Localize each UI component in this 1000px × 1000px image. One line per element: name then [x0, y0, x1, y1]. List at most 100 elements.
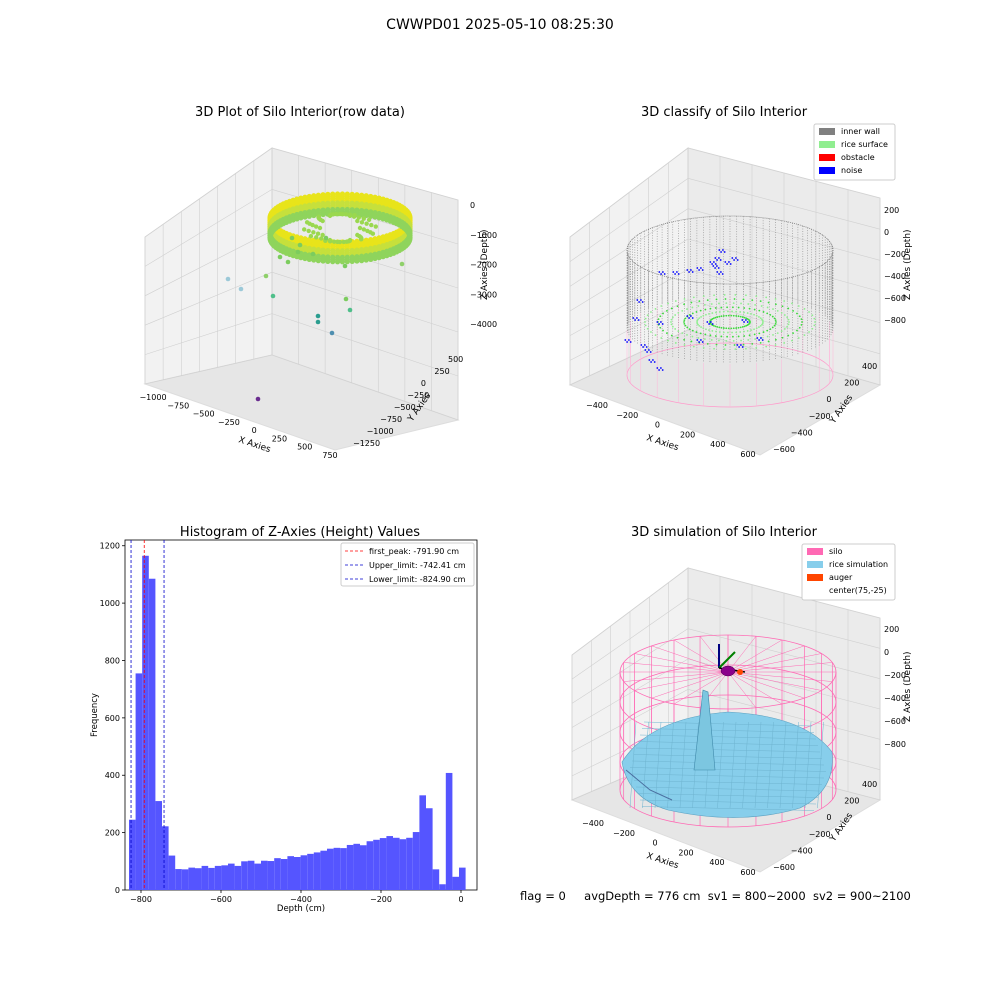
classify-rice-point: [759, 317, 762, 320]
grid-line: [687, 598, 881, 649]
classify-rice-point: [702, 346, 705, 349]
classify-rice-point: [745, 294, 747, 297]
classify-rice-point: [758, 326, 760, 328]
classify-noise-point: [662, 271, 664, 273]
raw-ring-point: [306, 213, 312, 219]
raw-outlier-point: [289, 235, 295, 241]
classify-rice-point: [760, 305, 763, 307]
classify-rice-point: [688, 328, 691, 330]
classify-noise-point: [661, 369, 664, 371]
classify-noise-point: [661, 323, 664, 325]
simulation-3d-title: 3D simulation of Silo Interior: [631, 525, 818, 540]
raw-y-ticks: −1250 −1000 −750 −500 −250 0 250 500: [353, 355, 463, 448]
classify-rice-point: [788, 321, 790, 323]
simulation-z-tick-label: 0: [884, 648, 889, 657]
classify-noise-point: [644, 349, 647, 351]
raw-ring-point: [369, 222, 374, 228]
classify-rice-point: [657, 318, 660, 321]
raw-ring-point: [351, 214, 357, 219]
classify-rice-point: [698, 300, 701, 303]
classify-legend: inner wall rice surface obstacle noise: [813, 123, 896, 181]
classify-rice-point: [746, 330, 749, 332]
silo-top-spoke: [727, 653, 822, 673]
raw-y-tick-label: 500: [448, 355, 463, 364]
histogram-bar: [135, 673, 143, 890]
rice-mesh-line: [754, 721, 762, 809]
raw-ring-point: [316, 214, 322, 219]
classify-rice-point: [683, 303, 686, 306]
legend-silo: silo: [829, 547, 843, 556]
classify-rice-point: [646, 327, 649, 330]
classify-rice-point: [722, 327, 725, 329]
classify-rice-point: [666, 332, 668, 334]
raw-x-tick-label: −500: [193, 410, 215, 419]
histogram-bar: [162, 826, 169, 890]
classify-rice-point: [700, 326, 702, 328]
raw-ring-point: [335, 239, 340, 245]
histogram-bar: [221, 865, 228, 890]
status-avg-depth: avgDepth = 776 cm: [584, 889, 701, 903]
silo-top-spoke: [727, 645, 805, 673]
classify-rice-point: [791, 339, 793, 342]
classify-rice-point: [714, 335, 717, 337]
simulation-z-tick-label: −200: [884, 671, 906, 680]
classify-noise-point: [728, 261, 730, 263]
raw-x-tick-label: 250: [272, 434, 287, 443]
classify-rice-point: [683, 319, 686, 322]
raw-ring-point: [320, 258, 326, 264]
classify-rice-point: [747, 303, 750, 305]
raw-x-tick-label: −750: [167, 401, 189, 410]
classify-rice-point: [745, 317, 748, 320]
classify-noise-point: [760, 337, 762, 339]
classify-y-tick-label: 0: [826, 395, 831, 404]
classify-rice-point: [814, 321, 816, 323]
classify-rice-point: [671, 325, 674, 328]
simulation-y-tick-label: −200: [809, 830, 831, 839]
raw-outlier-point: [399, 261, 405, 267]
classify-rice-point: [753, 333, 756, 336]
classify-z-tick-label: 0: [884, 228, 889, 237]
classify-rice-point: [713, 294, 715, 297]
raw-ring-points: [267, 191, 413, 265]
histogram-bar: [459, 867, 466, 890]
grid-line: [569, 208, 689, 287]
classify-rice-point: [803, 334, 806, 337]
raw-ring-point: [376, 215, 382, 221]
classify-rice-point: [735, 315, 738, 317]
classify-rice-point: [699, 332, 702, 335]
histogram-bar: [148, 578, 156, 890]
classify-rice-point: [730, 327, 733, 330]
legend-first-peak: first_peak: -791.90 cm: [369, 547, 459, 556]
classify-rice-point: [774, 322, 777, 325]
simulation-z-label: Z Axies (Depth): [903, 651, 913, 722]
classify-rice-point: [767, 301, 770, 304]
grid-line: [687, 628, 881, 679]
simulation-x-tick-label: 400: [709, 858, 724, 867]
histogram-x-ticks: −800 −600 −400 −200 0: [130, 890, 464, 904]
status-flag: flag = 0: [520, 889, 566, 903]
histogram-bar: [432, 869, 440, 890]
raw-ring-point: [308, 234, 314, 239]
grid-line: [571, 658, 689, 728]
classify-rice-point: [743, 316, 746, 319]
raw-y-tick-label: −1250: [353, 439, 380, 448]
histogram-bar: [267, 861, 275, 890]
silo-top-spoke: [727, 636, 757, 673]
raw-x-tick-label: 500: [297, 443, 312, 452]
classify-noise-point: [698, 269, 700, 271]
classify-rice-point: [710, 303, 713, 305]
raw-z-tick-label: −4000: [470, 320, 497, 329]
histogram-bar: [155, 801, 162, 890]
histogram-bar: [373, 839, 380, 890]
classify-rice-point: [740, 339, 742, 342]
histogram-bar: [327, 848, 334, 890]
classify-x-tick-label: 600: [740, 450, 755, 459]
raw-outlier-point: [238, 286, 244, 292]
raw-ring-point: [355, 218, 360, 224]
histogram-bar: [195, 868, 202, 890]
classify-noise-point: [718, 249, 721, 251]
classify-noise-point: [700, 339, 702, 341]
classify-noise-point: [656, 367, 659, 369]
classify-noise-point: [652, 359, 654, 361]
raw-outlier-point: [285, 259, 291, 265]
